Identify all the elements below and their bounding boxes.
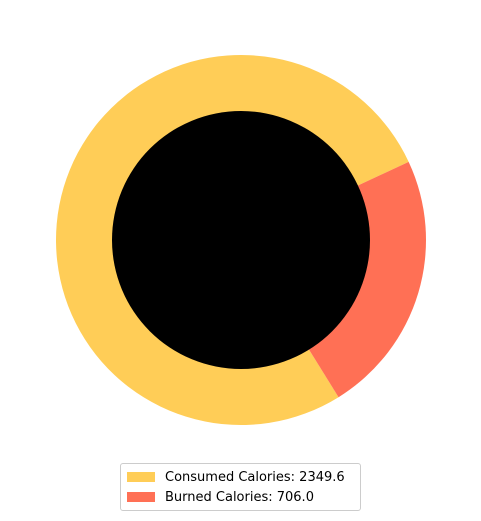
legend-swatch-burned — [127, 492, 155, 502]
legend-swatch-consumed — [127, 472, 155, 482]
legend-item-consumed: Consumed Calories: 2349.6 — [127, 467, 360, 487]
legend-item-burned: Burned Calories: 706.0 — [127, 487, 360, 507]
chart-legend: Consumed Calories: 2349.6 Burned Calorie… — [120, 463, 361, 511]
legend-label-burned: Burned Calories: 706.0 — [165, 489, 314, 505]
legend-label-consumed: Consumed Calories: 2349.6 — [165, 469, 345, 485]
donut-center — [112, 111, 370, 369]
